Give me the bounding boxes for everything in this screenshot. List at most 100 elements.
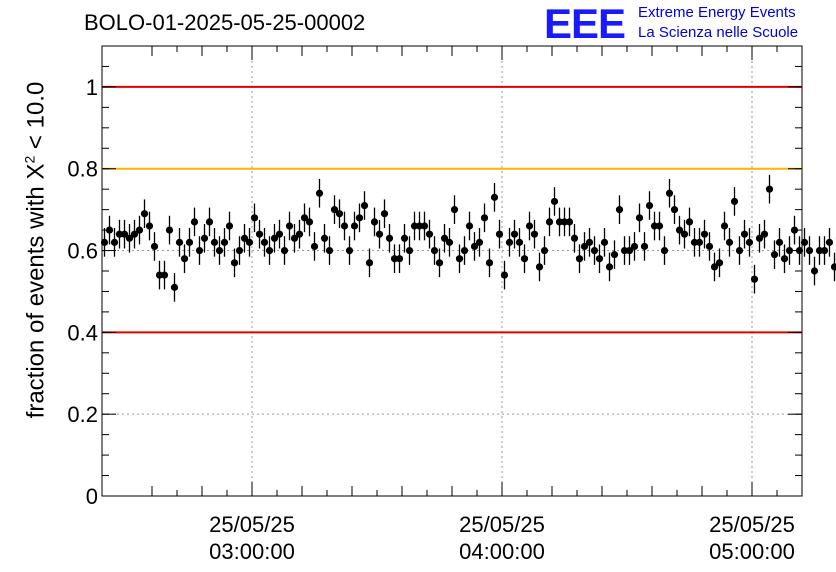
data-point <box>200 234 209 242</box>
data-point <box>465 222 474 230</box>
data-point <box>740 230 749 238</box>
data-point <box>115 230 124 238</box>
y-axis-label-sup: 2 <box>21 155 38 164</box>
data-point <box>435 259 444 267</box>
logo-line-1: Extreme Energy Events <box>638 4 796 21</box>
data-point <box>510 230 519 238</box>
data-point <box>350 222 359 230</box>
data-point <box>400 234 409 242</box>
data-point <box>160 271 169 279</box>
data-point <box>815 246 824 255</box>
data-point <box>550 197 559 206</box>
data-point <box>315 189 324 197</box>
data-point <box>175 238 184 246</box>
data-point <box>685 218 694 226</box>
data-point <box>450 206 459 214</box>
y-tick-label: 0.2 <box>67 402 98 427</box>
data-point <box>600 238 609 246</box>
data-point <box>830 263 836 271</box>
data-point <box>655 222 664 230</box>
data-point <box>715 259 724 267</box>
data-point <box>155 271 164 279</box>
data-point <box>300 214 309 222</box>
data-point <box>705 242 714 251</box>
logo-line-2: La Scienza nelle Scuole <box>638 24 799 41</box>
data-point <box>755 234 764 242</box>
data-point <box>735 246 744 255</box>
data-point <box>770 251 779 259</box>
data-point <box>820 246 829 255</box>
data-point <box>520 255 529 263</box>
data-point <box>605 263 614 271</box>
data-point <box>730 197 739 206</box>
reference-lines <box>102 85 802 334</box>
data-point <box>530 230 539 238</box>
data-point <box>190 218 199 226</box>
data-point <box>590 246 599 255</box>
data-point <box>660 246 669 255</box>
data-point <box>615 206 624 214</box>
data-point <box>180 255 189 263</box>
data-point <box>630 242 639 251</box>
data-point <box>185 238 194 246</box>
data-point <box>280 246 289 255</box>
data-point <box>390 255 399 263</box>
data-point <box>805 246 814 255</box>
data-point <box>365 259 374 267</box>
data-point <box>610 251 619 259</box>
data-point <box>675 226 684 234</box>
data-point <box>720 222 729 230</box>
data-point <box>780 255 789 263</box>
data-point <box>565 218 574 226</box>
data-point <box>335 210 344 218</box>
data-point <box>150 242 159 251</box>
data-point <box>270 234 279 242</box>
data-point <box>360 201 369 210</box>
data-point <box>725 238 734 246</box>
x-tick-label-date: 25/05/25 <box>209 512 295 537</box>
data-point <box>545 218 554 226</box>
data-point <box>340 222 349 230</box>
data-point <box>375 230 384 238</box>
x-tick-label-date: 25/05/25 <box>459 512 545 537</box>
data-point <box>330 206 339 214</box>
data-point <box>380 210 389 218</box>
data-point <box>765 185 774 193</box>
data-point <box>420 222 429 230</box>
data-point <box>195 246 204 255</box>
data-point <box>310 242 319 251</box>
data-point <box>760 230 769 238</box>
y-axis-label-suffix: < 10.0 <box>22 81 50 156</box>
data-point <box>425 230 434 238</box>
y-tick-label: 0.8 <box>67 157 98 182</box>
data-point <box>495 230 504 238</box>
data-point <box>285 222 294 230</box>
data-point <box>120 230 129 238</box>
data-point <box>415 222 424 230</box>
eee-logo: EEE Extreme Energy Events La Scienza nel… <box>544 2 834 46</box>
data-point <box>250 214 259 222</box>
data-points <box>100 174 836 302</box>
x-tick-label-time: 04:00:00 <box>459 539 545 564</box>
data-point <box>260 238 269 246</box>
data-point <box>695 238 704 246</box>
x-tick-label-date: 25/05/25 <box>709 512 795 537</box>
data-point <box>220 238 229 246</box>
data-point <box>700 230 709 238</box>
data-point <box>470 242 479 251</box>
data-point <box>100 238 109 246</box>
data-point <box>165 226 174 234</box>
x-tick-label-time: 03:00:00 <box>209 539 295 564</box>
data-point <box>440 234 449 242</box>
data-point <box>265 246 274 255</box>
data-point <box>745 238 754 246</box>
data-point <box>230 259 239 267</box>
data-point <box>500 271 509 279</box>
data-point <box>790 226 799 234</box>
data-point <box>625 246 634 255</box>
grid-lines <box>102 46 802 496</box>
data-point <box>800 238 809 246</box>
y-axis-label-prefix: fraction of events with X <box>22 163 50 419</box>
data-point <box>535 263 544 271</box>
